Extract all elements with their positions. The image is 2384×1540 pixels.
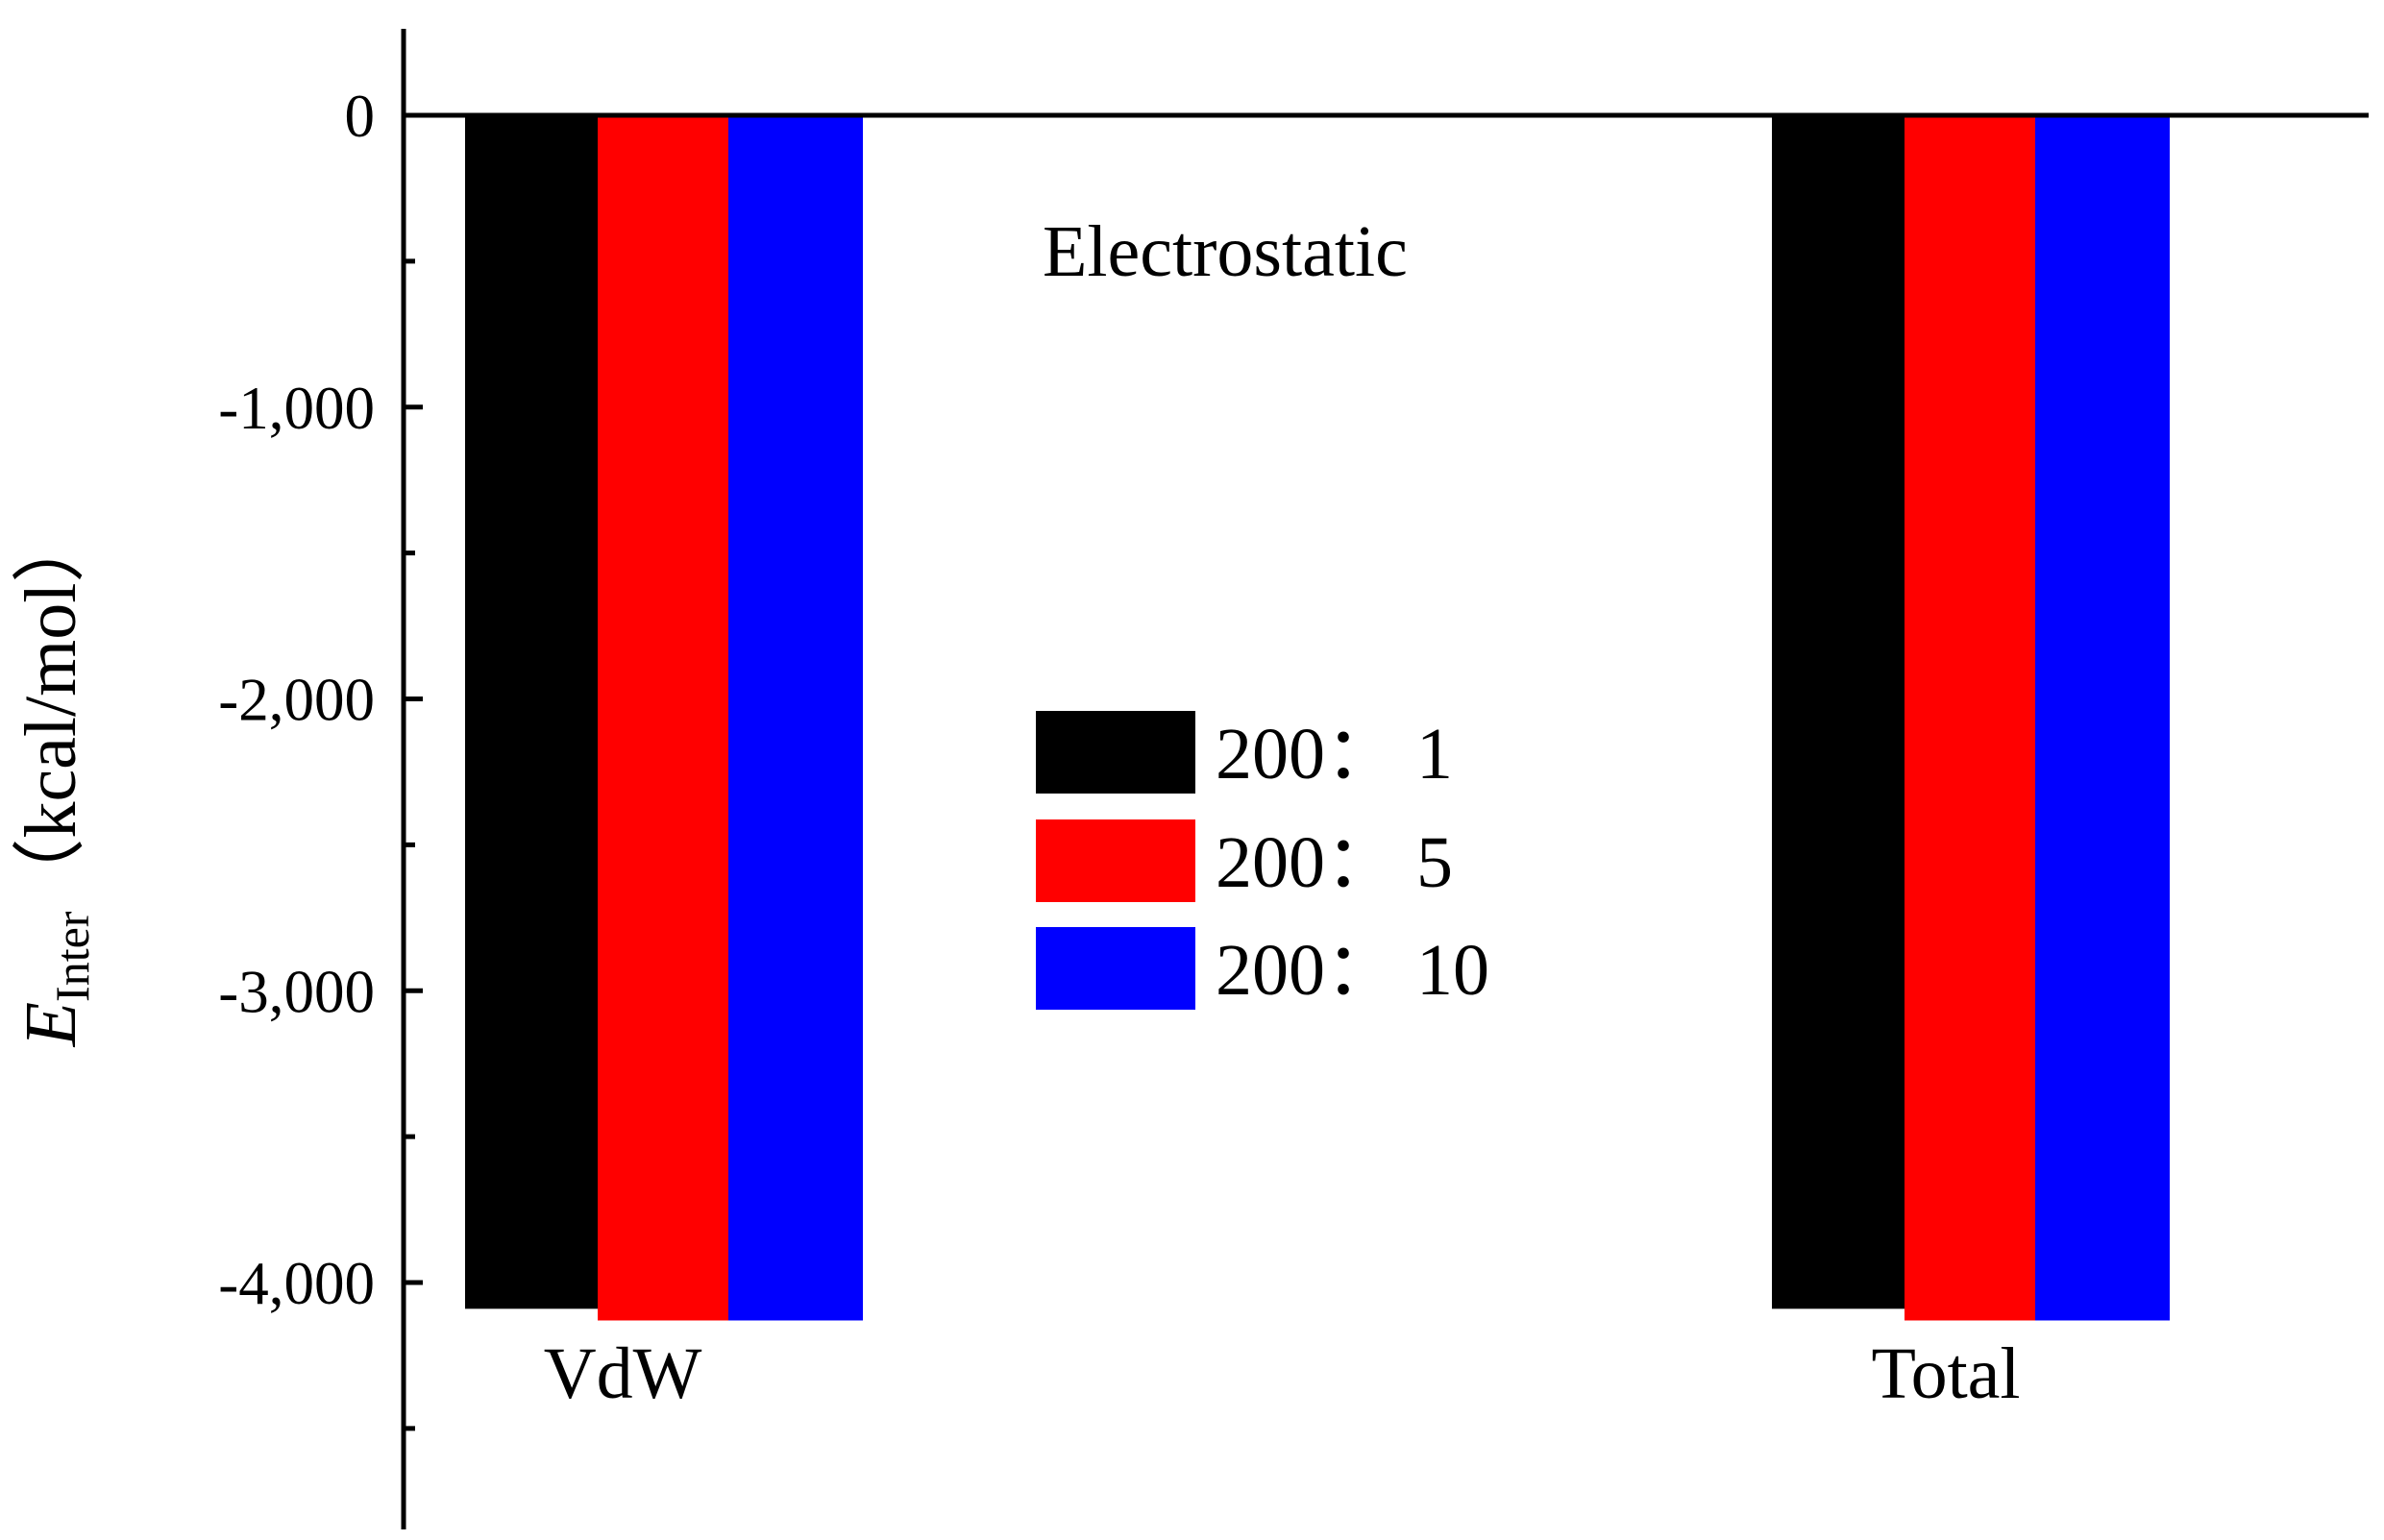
y-axis-label: EInter（kcal/mol） [11, 510, 99, 1048]
legend-label-series-3: 200： 10 [1216, 930, 1489, 1011]
category-label-total: Total [1871, 1333, 2020, 1414]
bars [465, 115, 2170, 1321]
bar-vdw-series-3 [728, 115, 863, 1321]
legend: 200： 1 200： 5 200： 10 [1036, 711, 1489, 1011]
bar-total-series-3 [2035, 115, 2170, 1321]
bar-vdw-series-1 [465, 115, 598, 1309]
category-label-electrostatic: Electrostatic [1043, 211, 1408, 292]
bar-vdw-series-2 [598, 115, 728, 1321]
y-tick-label: 0 [345, 83, 376, 150]
category-labels: VdW Total [544, 1333, 2021, 1414]
bar-total-series-1 [1772, 115, 1905, 1309]
legend-swatch-series-2 [1036, 819, 1195, 902]
y-tick-label: -2,000 [218, 667, 375, 734]
y-tick-label: -3,000 [218, 958, 375, 1025]
bar-total-series-2 [1905, 115, 2035, 1321]
legend-swatch-series-1 [1036, 711, 1195, 794]
legend-label-series-1: 200： 1 [1216, 714, 1453, 794]
legend-swatch-series-3 [1036, 927, 1195, 1010]
y-tick-label: -4,000 [218, 1250, 375, 1317]
legend-label-series-2: 200： 5 [1216, 822, 1453, 903]
y-axis-label-unit: （kcal/mol） [11, 510, 91, 912]
y-axis-label-symbol: E [11, 1002, 91, 1047]
axes [401, 29, 2369, 1529]
y-axis-label-subscript: Inter [45, 911, 99, 1002]
y-tick-label: -1,000 [218, 375, 375, 442]
category-label-vdw: VdW [544, 1333, 702, 1414]
y-ticks: 0 -1,000 -2,000 -3,000 -4,000 [218, 83, 423, 1431]
